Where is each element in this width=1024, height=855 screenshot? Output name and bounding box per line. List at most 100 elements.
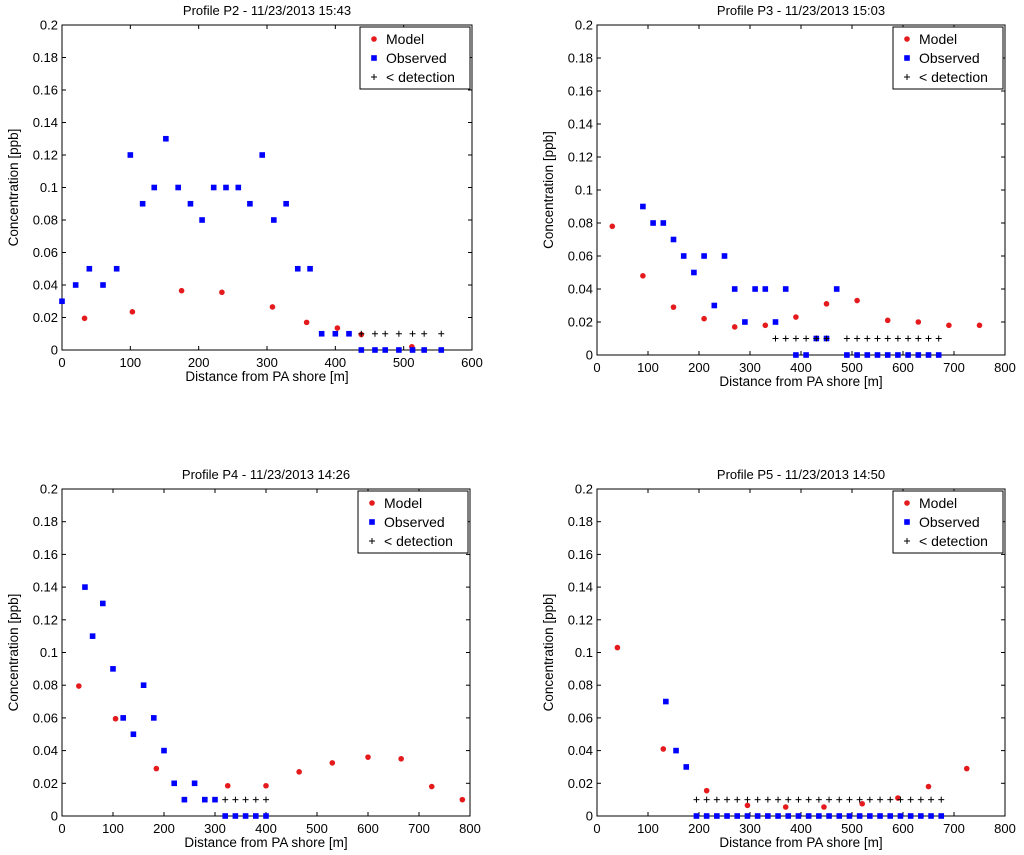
legend: Model Observed < detection	[357, 490, 469, 554]
data-point-square	[795, 813, 802, 819]
data-point-square	[816, 813, 822, 819]
y-axis-label: Concentration [ppb]	[6, 129, 21, 247]
data-point-square	[874, 352, 881, 358]
series-square	[59, 135, 445, 353]
data-point-plus	[894, 335, 901, 342]
x-tick-label: 100	[637, 360, 659, 375]
x-tick-label: 100	[637, 821, 659, 836]
data-point-square	[772, 319, 779, 325]
data-point-plus	[856, 796, 863, 803]
chart-panel-1: Profile P2 - 11/23/2013 15:43 0 100 200 300 4…	[6, 3, 483, 384]
y-tick-label: 0.18	[568, 51, 593, 66]
data-point-dot	[296, 769, 302, 775]
chart-title: Profile P5 - 11/23/2013 14:50	[717, 467, 885, 482]
data-point-square	[938, 813, 945, 819]
x-tick-label: 400	[790, 821, 812, 836]
data-point-plus	[938, 796, 945, 803]
data-point-plus	[803, 335, 810, 342]
legend-marker-square	[369, 519, 375, 525]
data-point-plus	[792, 335, 799, 342]
data-point-square	[925, 352, 932, 358]
data-point-dot	[269, 304, 276, 310]
data-point-square	[833, 286, 840, 292]
data-point-square	[271, 217, 277, 223]
data-point-dot	[263, 782, 269, 789]
data-point-plus	[846, 796, 853, 803]
data-point-dot	[976, 322, 983, 329]
data-point-dot	[946, 322, 952, 329]
data-point-dot	[915, 319, 922, 325]
data-point-plus	[823, 335, 830, 342]
data-point-dot	[398, 755, 404, 762]
data-point-plus	[263, 796, 269, 803]
data-point-square	[140, 682, 147, 688]
data-point-dot	[782, 804, 789, 810]
series-plus	[222, 796, 269, 803]
data-point-square	[307, 265, 313, 272]
data-point-square	[701, 253, 707, 259]
data-point-square	[212, 796, 218, 803]
data-point-dot	[670, 304, 677, 310]
data-point-square	[409, 347, 416, 353]
data-point-square	[805, 813, 812, 819]
x-tick-label: 400	[255, 821, 277, 836]
x-tick-label: 400	[324, 355, 346, 370]
x-tick-label: 500	[393, 355, 415, 370]
legend-marker-dot	[369, 500, 375, 506]
y-axis-label: Concentration [ppb]	[541, 131, 556, 249]
legend-marker-square	[904, 55, 910, 61]
legend-label: Model	[386, 31, 424, 47]
legend: Model Observed < detection	[892, 490, 1004, 554]
y-tick-label: 0.16	[33, 83, 58, 98]
data-point-square	[742, 319, 748, 325]
legend-box	[357, 490, 469, 554]
data-point-square	[382, 347, 389, 353]
data-point-plus	[409, 330, 416, 337]
data-point-plus	[222, 796, 229, 803]
data-point-square	[752, 286, 758, 292]
x-tick-label: 700	[943, 360, 965, 375]
data-point-square	[151, 715, 157, 721]
data-point-dot	[178, 287, 185, 294]
data-point-square	[100, 282, 106, 288]
data-point-plus	[382, 330, 389, 337]
data-point-square	[199, 217, 205, 223]
data-point-square	[846, 813, 853, 819]
legend-label: < detection	[919, 69, 988, 85]
data-point-plus	[358, 330, 365, 337]
data-point-dot	[303, 319, 310, 326]
data-point-dot	[219, 289, 225, 296]
data-point-square	[731, 286, 738, 292]
data-point-plus	[795, 796, 802, 803]
data-point-square	[127, 152, 134, 158]
data-point-square	[161, 747, 167, 754]
y-tick-label: 0.16	[568, 547, 593, 562]
data-point-square	[836, 813, 843, 819]
data-point-plus	[854, 335, 861, 342]
x-axis-label: Distance from PA shore [m]	[719, 835, 882, 850]
data-point-dot	[609, 223, 616, 230]
data-point-square	[139, 200, 146, 207]
data-point-square	[181, 796, 188, 803]
data-point-square	[358, 347, 365, 353]
data-point-square	[856, 813, 863, 819]
data-point-square	[242, 813, 249, 819]
x-tick-label: 500	[306, 821, 328, 836]
y-tick-label: 0.16	[568, 84, 593, 99]
x-tick-label: 800	[994, 821, 1016, 836]
data-point-plus	[915, 335, 922, 342]
data-point-square	[754, 813, 761, 819]
data-point-square	[793, 352, 799, 358]
y-tick-label: 0.08	[33, 678, 58, 693]
legend-label: Observed	[919, 514, 980, 530]
data-point-square	[928, 813, 934, 819]
series-plus	[693, 796, 945, 803]
data-point-plus	[907, 796, 914, 803]
y-tick-label: 0.04	[568, 743, 593, 758]
data-point-plus	[917, 796, 924, 803]
x-axis-label: Distance from PA shore [m]	[719, 374, 882, 389]
x-tick-label: 500	[841, 360, 863, 375]
data-point-dot	[459, 796, 466, 803]
y-tick-label: 0.18	[568, 514, 593, 529]
data-point-plus	[925, 335, 932, 342]
